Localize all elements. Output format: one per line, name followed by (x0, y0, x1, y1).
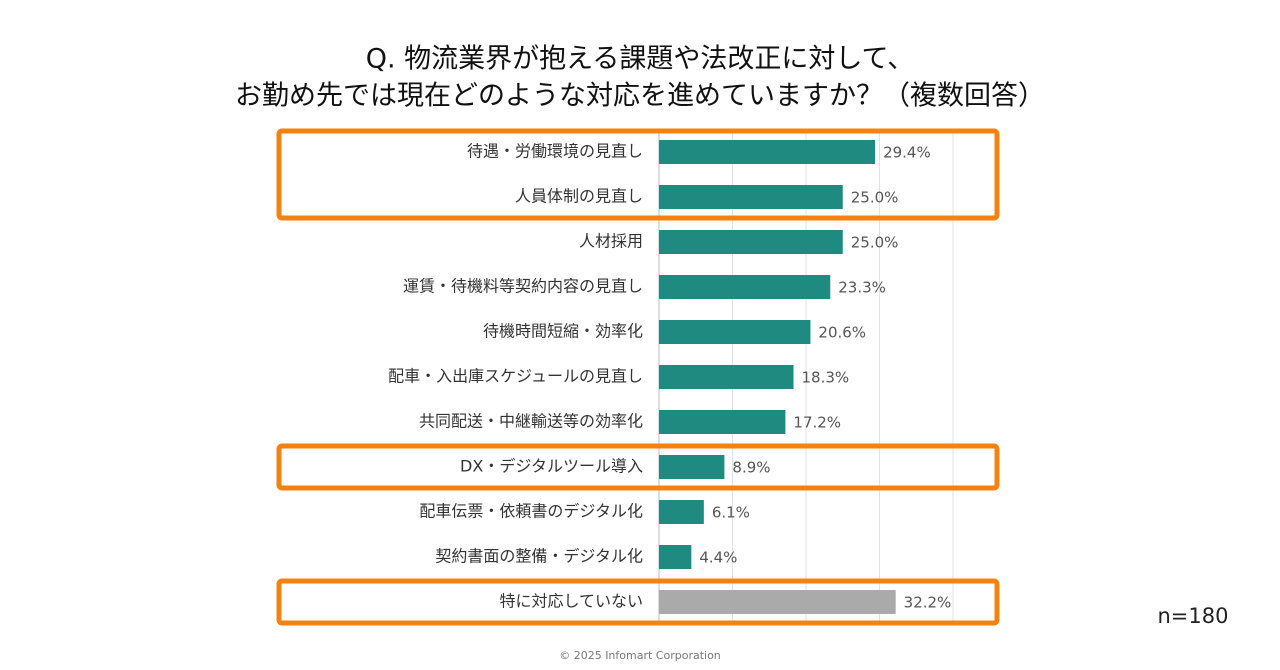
category-label: 契約書面の整備・デジタル化 (435, 547, 643, 566)
value-label: 20.6% (818, 324, 866, 342)
chart-title: Q. 物流業界が抱える課題や法改正に対して、 (366, 44, 914, 75)
value-label: 29.4% (883, 144, 931, 162)
category-label: DX・デジタルツール導入 (460, 457, 643, 476)
bar (659, 230, 843, 254)
value-label: 32.2% (904, 594, 952, 612)
category-label: 配車伝票・依頼書のデジタル化 (419, 502, 643, 521)
bar (659, 275, 831, 299)
category-label: 人員体制の見直し (515, 187, 643, 206)
chart-title: お勤め先では現在どのような対応を進めていますか？（複数回答） (235, 81, 1045, 112)
copyright: © 2025 Infomart Corporation (559, 649, 721, 662)
bar (659, 365, 794, 389)
bar (659, 140, 876, 164)
category-label: 待機時間短縮・効率化 (483, 322, 643, 341)
value-label: 4.4% (699, 549, 737, 567)
bar (659, 185, 843, 209)
value-label: 8.9% (732, 459, 770, 477)
bar (659, 545, 692, 569)
bar (659, 410, 786, 434)
value-label: 6.1% (712, 504, 750, 522)
sample-size: n=180 (1158, 604, 1229, 628)
bar (659, 500, 704, 524)
bar (659, 455, 725, 479)
value-label: 25.0% (851, 189, 899, 207)
category-label: 人材採用 (579, 232, 643, 251)
category-label: 待遇・労働環境の見直し (467, 142, 643, 161)
category-label: 運賃・待機料等契約内容の見直し (403, 277, 643, 296)
value-label: 25.0% (851, 234, 899, 252)
value-label: 23.3% (838, 279, 886, 297)
value-label: 17.2% (793, 414, 841, 432)
value-label: 18.3% (802, 369, 850, 387)
highlight-box (276, 128, 1000, 221)
category-label: 特に対応していない (499, 592, 643, 611)
category-label: 配車・入出庫スケジュールの見直し (388, 367, 643, 386)
category-label: 共同配送・中継輸送等の効率化 (419, 412, 643, 431)
highlight-box (276, 578, 1000, 626)
highlight-box (276, 443, 1000, 491)
bar (659, 320, 811, 344)
bar (659, 590, 896, 614)
